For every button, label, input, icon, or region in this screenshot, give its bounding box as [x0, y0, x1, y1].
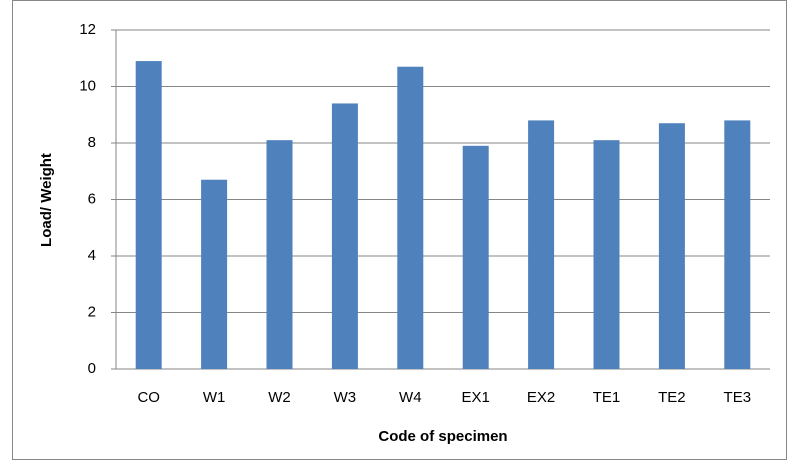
x-tick-label: CO	[137, 389, 160, 406]
y-tick-label: 2	[88, 303, 96, 320]
x-tick-label: W3	[334, 389, 357, 406]
x-tick-label: EX1	[462, 389, 490, 406]
y-tick-label: 10	[79, 77, 96, 94]
x-tick-label: TE3	[724, 389, 752, 406]
x-tick-label: EX2	[527, 389, 555, 406]
y-tick-label: 12	[79, 21, 96, 38]
bar	[724, 120, 751, 370]
bar	[462, 145, 489, 369]
y-tick-label: 4	[88, 247, 96, 264]
bar	[201, 179, 228, 369]
x-tick-label: W4	[399, 389, 422, 406]
bar	[593, 140, 620, 369]
x-tick-label: W1	[203, 389, 226, 406]
bar	[658, 123, 685, 369]
y-axis-title: Load/ Weight	[38, 153, 55, 247]
bar	[528, 120, 555, 370]
bar	[135, 61, 162, 369]
x-axis-title: Code of specimen	[378, 428, 507, 445]
y-tick-label: 0	[88, 360, 96, 377]
y-tick-label: 8	[88, 134, 96, 151]
x-tick-label: W2	[268, 389, 291, 406]
x-tick-label: TE1	[593, 389, 621, 406]
y-tick-label: 6	[88, 190, 96, 207]
bar	[397, 66, 424, 369]
x-tick-label: TE2	[658, 389, 686, 406]
bar	[331, 103, 358, 369]
bar	[266, 140, 293, 369]
